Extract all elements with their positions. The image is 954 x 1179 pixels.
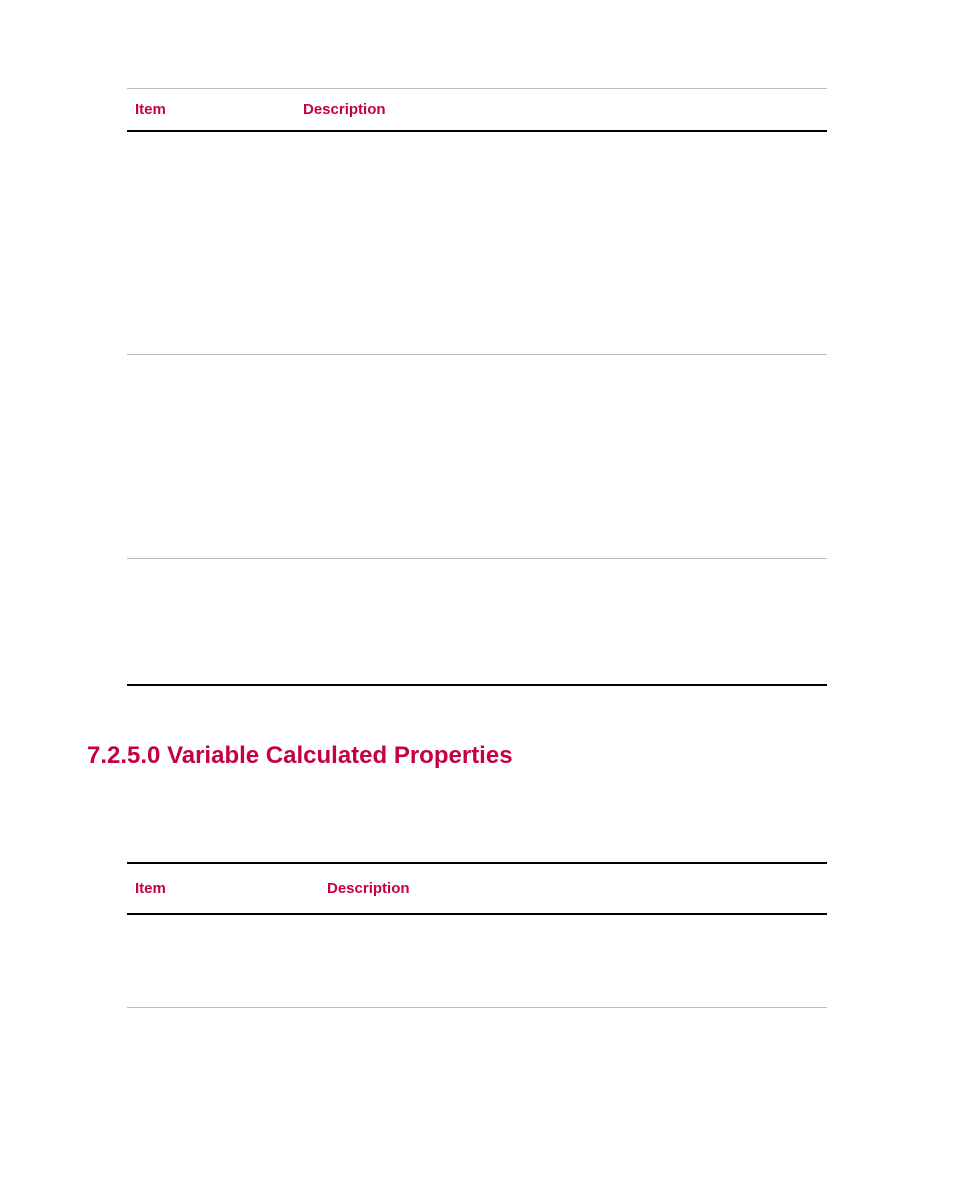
table1-header-description: Description [303, 101, 827, 118]
table1-row-1 [127, 355, 827, 559]
document-page: Item Description 7.2.5.0 Variable Calcul… [0, 0, 954, 1179]
table2-header-row: Item Description [127, 864, 827, 915]
table1-row-0 [127, 132, 827, 355]
table1-row-2 [127, 559, 827, 686]
table2-row-0 [127, 915, 827, 1008]
table1-header-row: Item Description [127, 89, 827, 132]
table1-header-item: Item [135, 101, 303, 118]
table2-row-1 [127, 1008, 827, 1179]
table2-header-item: Item [135, 880, 327, 897]
table2-header-description: Description [327, 880, 827, 897]
section-heading: 7.2.5.0 Variable Calculated Properties [87, 742, 827, 770]
